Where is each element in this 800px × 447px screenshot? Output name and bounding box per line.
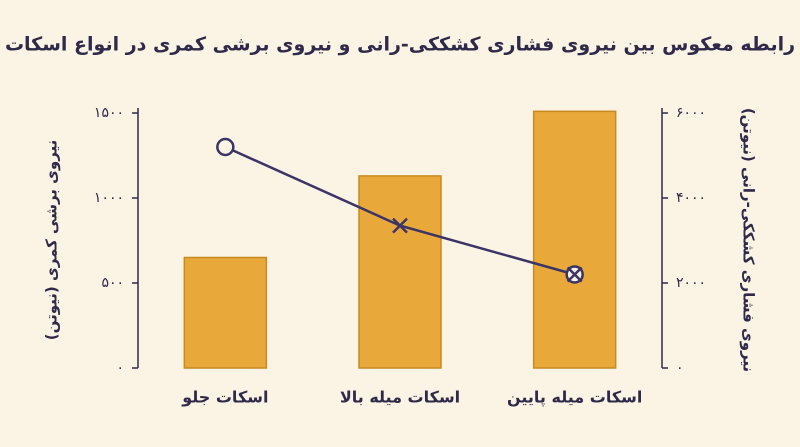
y2-tick-label: ۰ [676,360,684,376]
bar [532,110,617,369]
x-tick-label: اسکات جلو [181,388,268,407]
y-tick-label: ۱۰۰۰ [94,190,124,206]
bar [358,175,442,369]
y-tick-label: ۰ [116,360,124,376]
y2-tick-label: ۶۰۰۰ [676,105,706,121]
x-tick-label: اسکات میله پایین [507,388,642,408]
y2-tick-label: ۴۰۰۰ [676,190,706,206]
chart-title: رابطه معکوس بین نیروی فشاری کشککی-رانی و… [5,34,795,56]
line-marker [565,265,584,284]
y2-axis-label: نیروی فشاری کشککی-رانی (نیوتن) [740,108,758,372]
bar [183,256,268,369]
line-marker [216,137,235,157]
y-tick-label: ۱۵۰۰ [94,105,124,121]
y2-tick-label: ۲۰۰۰ [676,275,706,291]
x-tick-label: اسکات میله بالا [340,388,460,407]
line-marker [392,217,408,234]
y-axis-label: نیروی برشی کمری (نیوتن) [43,140,61,341]
y-tick-label: ۵۰۰ [101,275,124,291]
